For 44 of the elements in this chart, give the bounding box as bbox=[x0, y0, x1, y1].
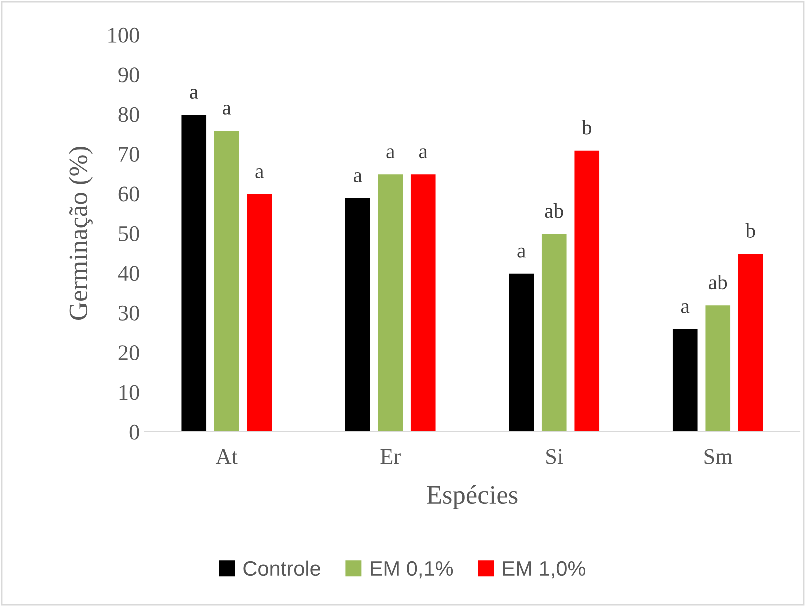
data-label: a bbox=[256, 168, 264, 178]
y-tick-label: 0 bbox=[130, 424, 140, 440]
legend-label: EM 0,1% bbox=[371, 561, 454, 579]
x-tick-label: Er bbox=[380, 450, 401, 464]
data-label: a bbox=[518, 248, 526, 258]
data-label: a bbox=[354, 172, 362, 182]
y-tick-label: 90 bbox=[118, 68, 140, 83]
data-label: a bbox=[681, 303, 690, 314]
legend-label: EM 1,0% bbox=[503, 561, 586, 579]
bar bbox=[246, 193, 274, 432]
bar bbox=[180, 114, 208, 432]
bar bbox=[376, 173, 404, 432]
data-label: a bbox=[386, 148, 395, 159]
data-label: ab bbox=[545, 203, 564, 218]
x-tick-label: Sm bbox=[704, 449, 733, 464]
data-label: b bbox=[582, 120, 592, 135]
bar bbox=[508, 272, 536, 432]
y-tick-label: 70 bbox=[119, 147, 140, 162]
y-tick-label: 20 bbox=[118, 346, 140, 361]
bar bbox=[213, 130, 241, 432]
y-tick-label: 60 bbox=[118, 186, 140, 202]
y-tick-label: 80 bbox=[118, 107, 140, 122]
bar bbox=[344, 197, 372, 432]
bar bbox=[737, 252, 765, 432]
x-tick-label: At bbox=[216, 449, 238, 464]
data-label: b bbox=[746, 223, 756, 238]
bar bbox=[704, 304, 732, 432]
x-tick-label: Si bbox=[546, 449, 564, 464]
y-tick-label: 50 bbox=[119, 226, 140, 242]
y-tick-label: 40 bbox=[118, 266, 140, 282]
y-tick-label: 100 bbox=[108, 28, 140, 43]
y-tick-label: 30 bbox=[118, 306, 140, 321]
data-label: a bbox=[222, 104, 232, 115]
bar bbox=[672, 328, 700, 432]
x-axis-title: Espécies bbox=[427, 485, 518, 510]
data-label: a bbox=[190, 89, 198, 100]
data-label: ab bbox=[709, 274, 728, 290]
bar bbox=[573, 149, 601, 432]
y-tick-label: 10 bbox=[120, 385, 140, 400]
data-label: a bbox=[419, 148, 428, 159]
y-axis-title: Germinação (%) bbox=[68, 147, 93, 320]
legend-label: Controle bbox=[244, 560, 320, 576]
bar bbox=[540, 232, 568, 432]
bar bbox=[410, 173, 438, 432]
